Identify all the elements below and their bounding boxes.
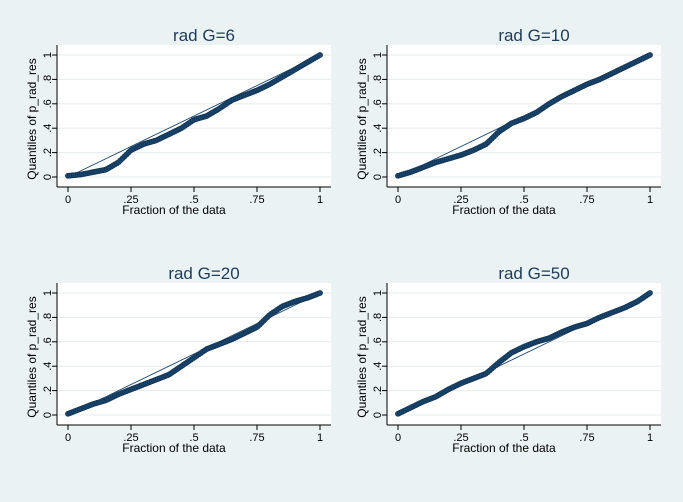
- data-point-129: [647, 290, 653, 296]
- x-tick-label-2: .5: [189, 194, 198, 206]
- y-tick-label-1: .2: [372, 148, 384, 157]
- x-tick-label-1: .25: [453, 194, 468, 206]
- chart-panel-4: rad G=50 0 .2 .4 .6 .8 1 0 .25 .5 .75 1 Fraction of …: [355, 264, 661, 455]
- x-tick-label-2: .5: [519, 194, 528, 206]
- x-tick-label-1: .25: [453, 432, 468, 444]
- y-axis-title: Quantiles of p_rad_res: [355, 58, 369, 179]
- chart-panel-2: rad G=10 0 .2 .4 .6 .8 1 0 .25 .5 .75 1 Fraction of …: [355, 26, 661, 217]
- y-tick-label-5: 1: [42, 52, 54, 58]
- data-point-129: [317, 290, 323, 296]
- chart-title: rad G=50: [498, 264, 569, 283]
- y-tick-label-2: .4: [42, 124, 54, 133]
- x-tick-label-3: .75: [579, 194, 594, 206]
- x-tick-label-4: 1: [317, 432, 323, 444]
- y-tick-label-2: .4: [42, 362, 54, 371]
- x-tick-label-2: .5: [189, 432, 198, 444]
- y-tick-label-3: .6: [42, 337, 54, 346]
- y-tick-label-0: 0: [372, 412, 384, 418]
- chart-panel-3: rad G=20 0 .2 .4 .6 .8 1 0 .25 .5 .75 1 Fraction of …: [25, 264, 331, 455]
- y-tick-label-4: .8: [372, 313, 384, 322]
- reference-line: [67, 292, 321, 416]
- y-tick-label-0: 0: [372, 174, 384, 180]
- x-tick-label-0: 0: [395, 432, 401, 444]
- x-axis-title: Fraction of the data: [452, 441, 556, 455]
- x-axis-title: Fraction of the data: [122, 441, 226, 455]
- y-tick-label-5: 1: [42, 290, 54, 296]
- x-tick-label-4: 1: [317, 194, 323, 206]
- x-tick-label-3: .75: [249, 194, 264, 206]
- x-tick-label-1: .25: [123, 432, 138, 444]
- chart-title: rad G=6: [173, 26, 235, 45]
- x-tick-label-0: 0: [65, 432, 71, 444]
- y-tick-label-4: .8: [42, 75, 54, 84]
- y-tick-label-0: 0: [42, 174, 54, 180]
- chart-panel-1: rad G=6 0 .2 .4 .6 .8 1 0 .25 .5 .75 1 Fraction of t…: [25, 26, 331, 217]
- chart-title: rad G=10: [498, 26, 569, 45]
- y-axis-title: Quantiles of p_rad_res: [25, 58, 39, 179]
- y-tick-label-5: 1: [372, 290, 384, 296]
- x-tick-label-4: 1: [647, 432, 653, 444]
- reference-line: [67, 54, 321, 178]
- x-tick-label-3: .75: [579, 432, 594, 444]
- y-tick-label-2: .4: [372, 362, 384, 371]
- y-tick-label-3: .6: [42, 99, 54, 108]
- y-tick-label-1: .2: [372, 386, 384, 395]
- y-tick-label-2: .4: [372, 124, 384, 133]
- x-tick-label-1: .25: [123, 194, 138, 206]
- data-point-129: [647, 52, 653, 58]
- chart-title: rad G=20: [168, 264, 239, 283]
- y-tick-label-4: .8: [372, 75, 384, 84]
- y-tick-label-5: 1: [372, 52, 384, 58]
- y-axis-title: Quantiles of p_rad_res: [25, 296, 39, 417]
- y-tick-label-3: .6: [372, 337, 384, 346]
- y-tick-label-1: .2: [42, 386, 54, 395]
- y-tick-label-0: 0: [42, 412, 54, 418]
- x-tick-label-0: 0: [65, 194, 71, 206]
- y-axis-title: Quantiles of p_rad_res: [355, 296, 369, 417]
- x-axis-title: Fraction of the data: [452, 203, 556, 217]
- x-axis-title: Fraction of the data: [122, 203, 226, 217]
- x-tick-label-3: .75: [249, 432, 264, 444]
- x-tick-label-2: .5: [519, 432, 528, 444]
- y-tick-label-1: .2: [42, 148, 54, 157]
- x-tick-label-4: 1: [647, 194, 653, 206]
- x-tick-label-0: 0: [395, 194, 401, 206]
- data-point-129: [317, 52, 323, 58]
- y-tick-label-4: .8: [42, 313, 54, 322]
- y-tick-label-3: .6: [372, 99, 384, 108]
